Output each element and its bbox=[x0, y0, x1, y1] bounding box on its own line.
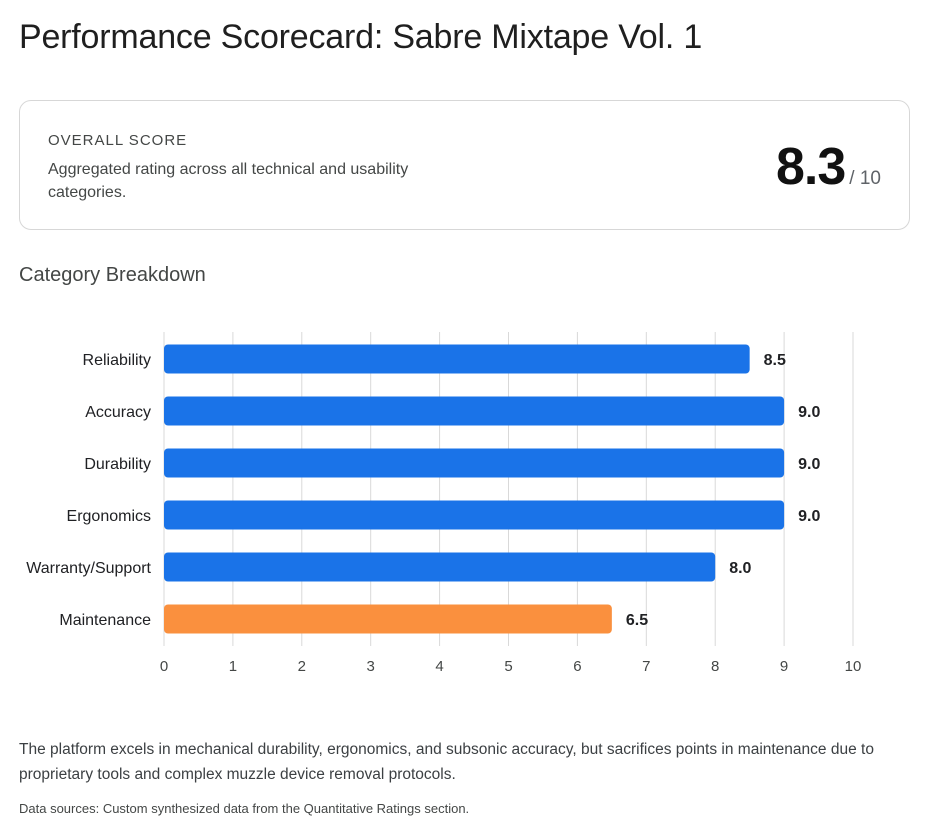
overall-score-label: OVERALL SCORE bbox=[48, 132, 188, 149]
x-tick-label-3: 3 bbox=[367, 658, 375, 675]
overall-score-max: / 10 bbox=[849, 168, 881, 189]
chart-gridlines bbox=[163, 332, 854, 646]
bar-ergonomics bbox=[164, 500, 785, 530]
chart-bars bbox=[164, 344, 785, 634]
category-label-durability: Durability bbox=[84, 456, 151, 473]
summary-text: The platform excels in mechanical durabi… bbox=[19, 741, 874, 783]
value-label-maintenance: 6.5 bbox=[626, 612, 648, 629]
bar-warranty-support bbox=[164, 552, 716, 582]
x-tick-label-8: 8 bbox=[711, 658, 719, 675]
x-tick-label-0: 0 bbox=[160, 658, 168, 675]
x-tick-label-6: 6 bbox=[573, 658, 581, 675]
x-tick-label-9: 9 bbox=[780, 658, 788, 675]
overall-score-description: Aggregated rating across all technical a… bbox=[48, 161, 409, 201]
overall-score-card: OVERALL SCORE Aggregated rating across a… bbox=[19, 100, 910, 230]
category-label-reliability: Reliability bbox=[83, 352, 151, 369]
page-title: Performance Scorecard: Sabre Mixtape Vol… bbox=[19, 18, 703, 56]
value-label-ergonomics: 9.0 bbox=[798, 508, 820, 525]
category-label-maintenance: Maintenance bbox=[59, 612, 151, 629]
bar-accuracy bbox=[164, 396, 785, 426]
chart-labels: 0 1 2 3 4 5 6 7 8 9 10 Reliability 8.5 Accuracy 9.0 Dur… bbox=[26, 352, 861, 675]
section-title: Category Breakdown bbox=[19, 264, 206, 286]
bar-reliability bbox=[164, 344, 750, 374]
x-tick-label-4: 4 bbox=[435, 658, 443, 675]
x-tick-label-2: 2 bbox=[298, 658, 306, 675]
x-tick-label-7: 7 bbox=[642, 658, 650, 675]
data-sources-note: Data sources: Custom synthesized data fr… bbox=[19, 801, 470, 816]
category-label-warranty-support: Warranty/Support bbox=[26, 560, 151, 577]
x-tick-label-5: 5 bbox=[504, 658, 512, 675]
x-tick-label-10: 10 bbox=[845, 658, 862, 675]
category-label-accuracy: Accuracy bbox=[85, 404, 151, 421]
bar-maintenance bbox=[164, 604, 612, 634]
category-breakdown-chart: 0 1 2 3 4 5 6 7 8 9 10 Reliability 8.5 Accuracy 9.0 Dur… bbox=[26, 332, 861, 675]
bar-durability bbox=[164, 448, 785, 478]
overall-score-value: 8.3 bbox=[776, 138, 846, 196]
overall-score-display: 8.3/ 10 bbox=[776, 137, 881, 197]
x-tick-label-1: 1 bbox=[229, 658, 237, 675]
value-label-durability: 9.0 bbox=[798, 456, 820, 473]
value-label-reliability: 8.5 bbox=[764, 352, 786, 369]
value-label-accuracy: 9.0 bbox=[798, 404, 820, 421]
value-label-warranty-support: 8.0 bbox=[729, 560, 751, 577]
category-label-ergonomics: Ergonomics bbox=[67, 508, 151, 525]
